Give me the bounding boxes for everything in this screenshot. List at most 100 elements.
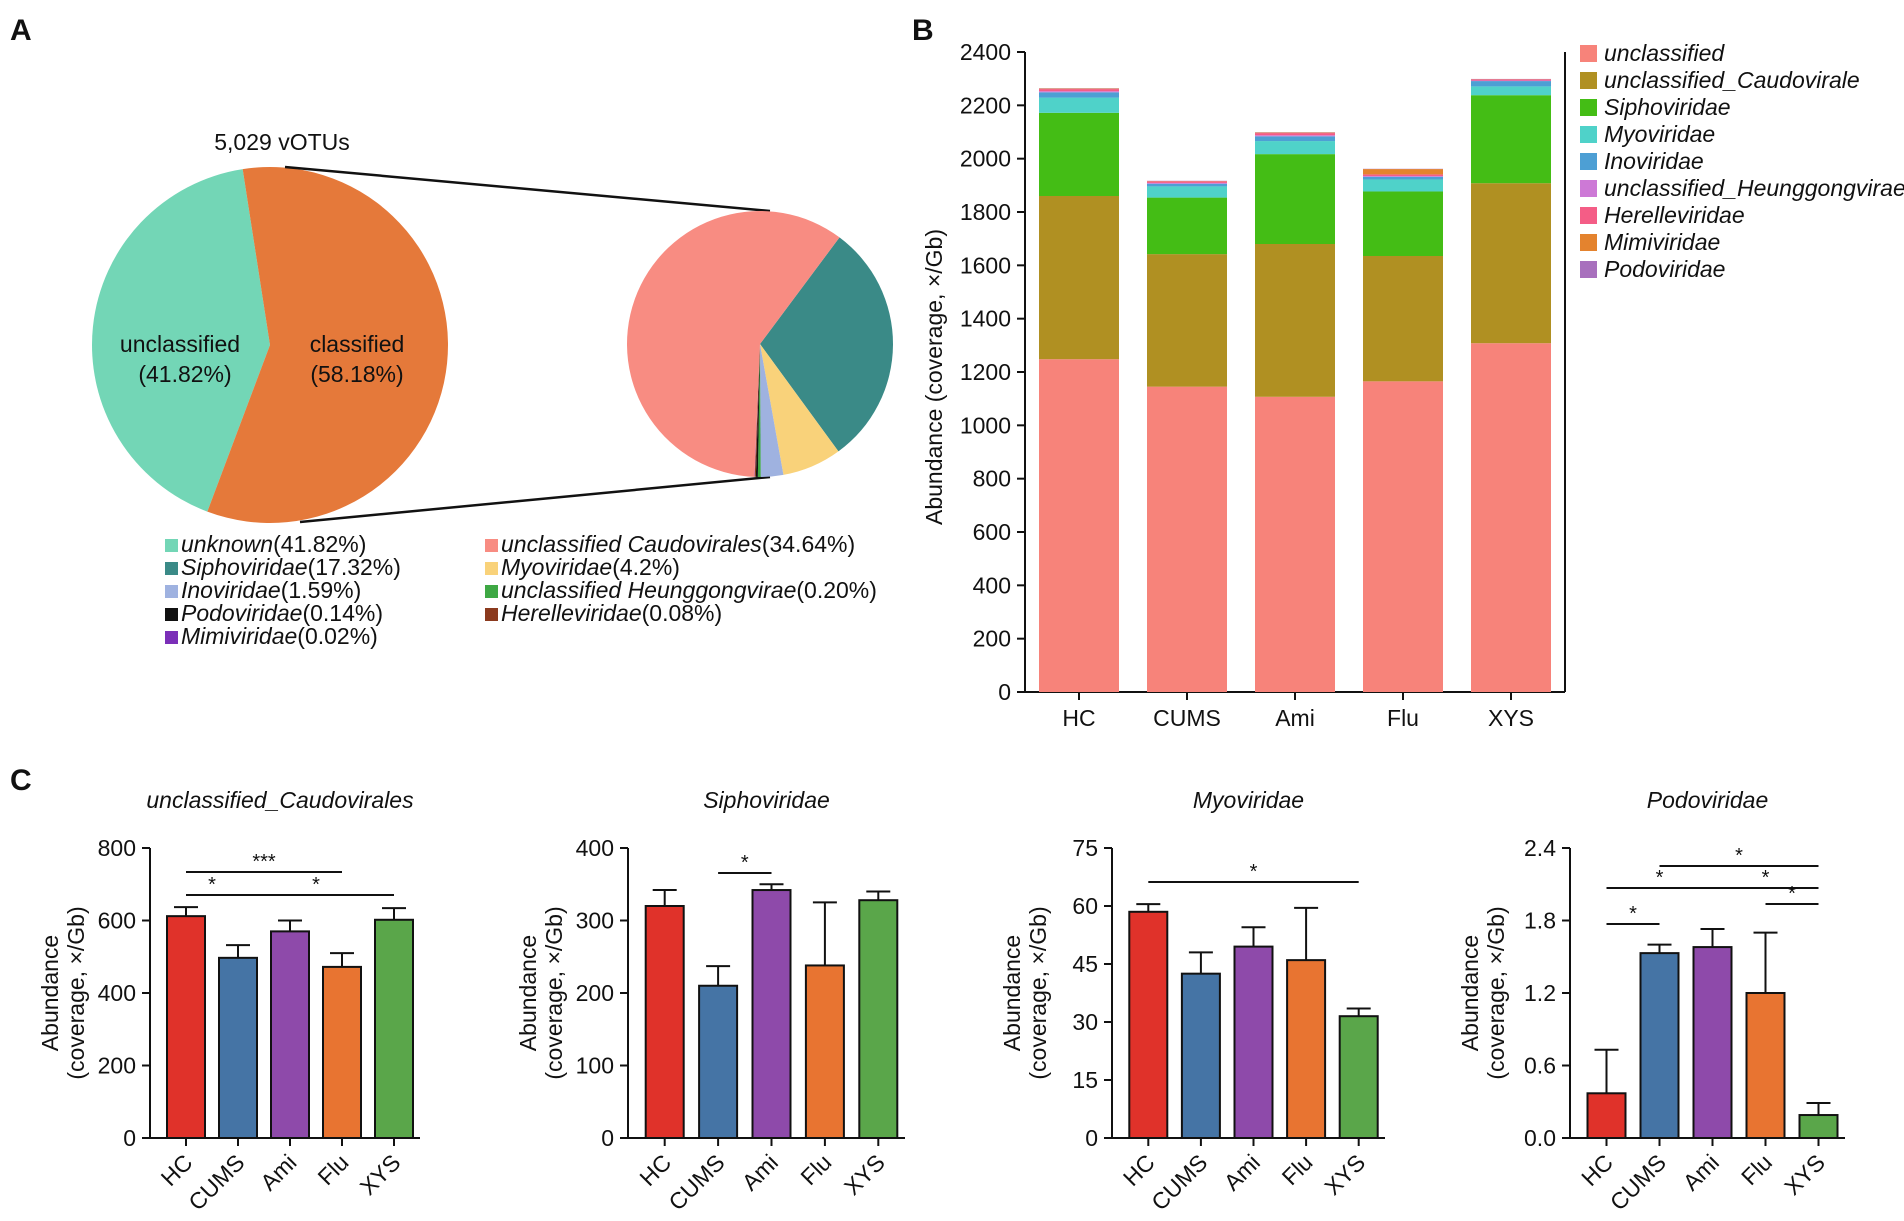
legend-label-inoviridae: Inoviridae(1.59%) xyxy=(181,577,361,603)
b-xtick-label-xys: XYS xyxy=(1488,705,1534,731)
subpie-slice-myoviridae xyxy=(760,344,839,475)
legend-label-unknown: unknown(41.82%) xyxy=(181,531,366,557)
c-bar-cums xyxy=(1639,952,1680,1139)
c-xtick-label-ami: Ami xyxy=(1678,1149,1724,1195)
b-legend-label-herelleviridae: Herelleviridae xyxy=(1604,202,1745,228)
b-bar-flu-myoviridae xyxy=(1363,179,1443,192)
c-xtick-label-cums: CUMS xyxy=(183,1149,249,1215)
legend-name-inoviridae: Inoviridae xyxy=(181,577,281,603)
b-bar-hc-inoviridae xyxy=(1039,92,1119,98)
c-bar-cums xyxy=(218,956,258,1140)
c-y-axis-label-2: (coverage, ×/Gb) xyxy=(1025,906,1051,1079)
c-sig-star: * xyxy=(741,852,749,874)
b-legend-swatch-myoviridae xyxy=(1580,126,1597,143)
c-sig-star: *** xyxy=(252,851,276,873)
c-xtick-label-flu: Flu xyxy=(313,1149,354,1190)
c-y-axis-label-1: Abundance xyxy=(1457,935,1483,1051)
b-ytick-label: 800 xyxy=(973,466,1011,492)
subpie-slice-inoviridae xyxy=(760,344,784,477)
pie-label-unclassified-pct: (41.82%) xyxy=(138,361,231,387)
c-y-axis-label-1: Abundance xyxy=(999,935,1025,1051)
b-bar-flu-siphoviridae xyxy=(1363,191,1443,256)
pie-title: 5,029 vOTUs xyxy=(214,129,350,155)
c-ytick-label: 100 xyxy=(576,1053,614,1079)
b-xtick-label-flu: Flu xyxy=(1387,705,1419,731)
subpie-slice-mimiviridae xyxy=(754,344,760,477)
b-legend-label-myoviridae: Myoviridae xyxy=(1604,121,1715,147)
c-bar-ami xyxy=(751,889,792,1139)
legend-name-herelleviridae: Herelleviridae xyxy=(501,600,642,626)
c-ytick-label: 800 xyxy=(98,835,136,861)
legend-pct-unclassified-caudovirales: (34.64%) xyxy=(762,531,855,557)
b-ytick-label: 1400 xyxy=(960,306,1011,332)
b-ytick-label: 1200 xyxy=(960,359,1011,385)
b-legend-label-siphoviridae: Siphoviridae xyxy=(1604,94,1731,120)
c-y-axis-label-1: Abundance xyxy=(37,935,63,1051)
b-ytick-label: 1000 xyxy=(960,412,1011,438)
legend-pct-siphoviridae: (17.32%) xyxy=(308,554,401,580)
b-bar-hc-mimiviridae xyxy=(1039,88,1119,90)
c-ytick-label: 0 xyxy=(1085,1125,1098,1151)
c-bar-flu xyxy=(1745,992,1786,1139)
b-legend-label-unclassified: unclassified xyxy=(1604,40,1725,66)
c-bar-hc xyxy=(644,905,685,1139)
c-ytick-label: 0.6 xyxy=(1524,1053,1556,1079)
c-sig-star: * xyxy=(1788,883,1796,905)
b-ytick-label: 600 xyxy=(973,519,1011,545)
c-y-axis-label-2: (coverage, ×/Gb) xyxy=(63,906,89,1079)
b-bar-xys-unclassified-caudovirale xyxy=(1471,183,1551,344)
pie-slice-classified xyxy=(207,167,449,523)
b-bar-cums-herelleviridae xyxy=(1147,181,1227,183)
b-bar-flu-mimiviridae xyxy=(1363,169,1443,175)
c-y-axis-label-2: (coverage, ×/Gb) xyxy=(541,906,567,1079)
c-ytick-label: 0 xyxy=(601,1125,614,1151)
legend-pct-mimiviridae: (0.02%) xyxy=(297,623,378,649)
legend-name-myoviridae: Myoviridae xyxy=(501,554,612,580)
c-bar-xys xyxy=(1338,1015,1379,1140)
subpie-slice-unclassified-caudovirales xyxy=(626,210,840,477)
b-bar-cums-unclassified-caudovirale xyxy=(1147,254,1227,387)
c-ytick-label: 2.4 xyxy=(1524,835,1556,861)
b-legend-swatch-unclassified xyxy=(1580,45,1597,62)
legend-swatch-myoviridae xyxy=(485,562,498,575)
b-legend-swatch-unclassified-heunggongvirae xyxy=(1580,180,1597,197)
panel-label-c: C xyxy=(10,764,32,797)
legend-label-unclassified-caudovirales: unclassified Caudovirales(34.64%) xyxy=(501,531,855,557)
c-xtick-label-hc: HC xyxy=(156,1149,198,1191)
c-ytick-label: 30 xyxy=(1072,1009,1098,1035)
b-bar-ami-myoviridae xyxy=(1255,141,1335,155)
c-xtick-label-hc: HC xyxy=(634,1149,676,1191)
b-bar-hc-unclassified xyxy=(1039,359,1119,692)
b-bar-hc-myoviridae xyxy=(1039,97,1119,113)
c-xtick-label-flu: Flu xyxy=(795,1149,836,1190)
c-ytick-label: 45 xyxy=(1072,951,1098,977)
c-y-axis-label-2: (coverage, ×/Gb) xyxy=(1483,906,1509,1079)
c-sig-star: * xyxy=(1656,867,1664,889)
b-xtick-label-ami: Ami xyxy=(1275,705,1315,731)
b-bar-hc-siphoviridae xyxy=(1039,112,1119,196)
b-legend-label-unclassified-heunggongvirae: unclassified_Heunggongvirae xyxy=(1604,175,1904,201)
legend-swatch-unclassified-caudovirales xyxy=(485,539,498,552)
legend-pct-unknown: (41.82%) xyxy=(273,531,366,557)
b-y-axis-label: Abundance (coverage, ×/Gb) xyxy=(921,229,947,525)
subpie-slice-podoviridae xyxy=(755,344,760,477)
c-ytick-label: 75 xyxy=(1072,835,1098,861)
legend-swatch-siphoviridae xyxy=(165,562,178,575)
panel-label-a: A xyxy=(10,14,32,47)
b-ytick-label: 400 xyxy=(973,572,1011,598)
b-legend-swatch-unclassified-caudovirale xyxy=(1580,72,1597,89)
legend-label-podoviridae: Podoviridae(0.14%) xyxy=(181,600,383,626)
b-bar-hc-herelleviridae xyxy=(1039,89,1119,92)
c-xtick-label-xys: XYS xyxy=(839,1149,890,1200)
b-xtick-label-hc: HC xyxy=(1062,705,1095,731)
c-sig-star: * xyxy=(208,874,216,896)
c-xtick-label-cums: CUMS xyxy=(663,1149,729,1215)
b-ytick-label: 200 xyxy=(973,626,1011,652)
c-sig-star: * xyxy=(1250,861,1258,883)
b-bar-xys-herelleviridae xyxy=(1471,79,1551,81)
